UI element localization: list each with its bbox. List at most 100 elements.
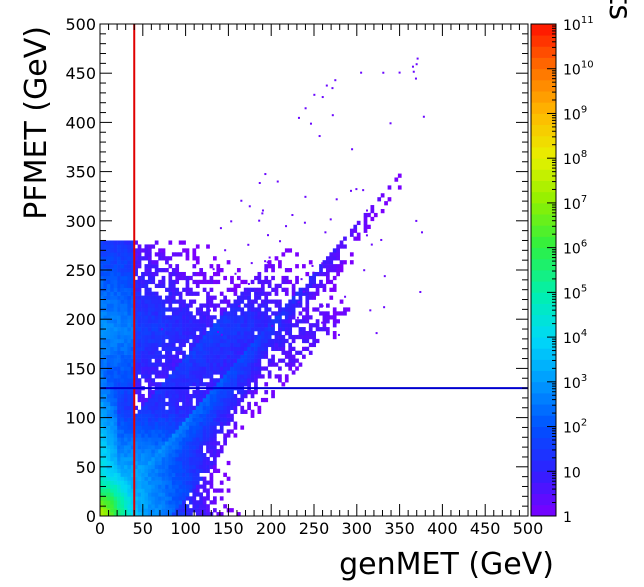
heatmap-cell: [240, 370, 245, 375]
heatmap-cell: [233, 303, 238, 308]
heatmap-cell: [250, 315, 255, 320]
heatmap-cell: [158, 425, 162, 430]
heatmap-cell: [120, 393, 125, 399]
heatmap-cell: [127, 275, 132, 281]
heatmap-cell: [243, 409, 248, 414]
heatmap-cell: [206, 456, 210, 462]
heatmap-cell: [113, 472, 118, 477]
heatmap-cell: [141, 327, 145, 332]
heatmap-cell: [182, 512, 186, 516]
heatmap-cell: [254, 354, 258, 359]
heatmap-cell: [281, 342, 286, 348]
heatmap-cell: [137, 248, 142, 253]
heatmap-cell: [151, 480, 156, 485]
heatmap-cell: [195, 390, 200, 395]
heatmap-cell: [209, 409, 214, 414]
heatmap-cell: [202, 334, 207, 340]
heatmap-cell: [257, 303, 262, 308]
heatmap-cell: [165, 346, 169, 351]
heatmap-cell: [168, 492, 173, 497]
heatmap-cell: [100, 453, 104, 458]
heatmap-cell: [144, 445, 149, 450]
heatmap-cell: [141, 492, 145, 497]
heatmap-cell: [182, 433, 186, 438]
heatmap-cell: [117, 476, 121, 481]
heatmap-cell: [192, 476, 197, 481]
heatmap-cell: [297, 116, 300, 119]
heatmap-cell: [120, 405, 125, 411]
heatmap-cell: [325, 256, 330, 261]
heatmap-cell: [178, 504, 183, 509]
heatmap-cell: [295, 350, 299, 355]
heatmap-cell: [267, 264, 272, 269]
heatmap-cell: [158, 441, 162, 446]
heatmap-cell: [254, 362, 258, 367]
heatmap-cell: [171, 484, 176, 489]
heatmap-cell: [141, 421, 145, 426]
heatmap-cell: [233, 283, 238, 289]
heatmap-cell: [308, 331, 313, 336]
heatmap-cell: [161, 480, 166, 485]
heatmap-cell: [171, 433, 176, 438]
x-axis: 0 50 100 150 200 250 300 350 400 450 500: [95, 24, 543, 538]
heatmap-cell: [171, 417, 176, 422]
heatmap-cell: [103, 331, 108, 336]
heatmap-cell: [367, 212, 371, 218]
heatmap-cell: [325, 311, 330, 316]
heatmap-cell: [206, 307, 210, 312]
heatmap-cell: [113, 327, 118, 332]
heatmap-cell: [120, 484, 125, 489]
heatmap-cell: [189, 460, 193, 466]
heatmap-cell: [103, 338, 108, 344]
heatmap-cell: [264, 331, 269, 336]
heatmap-cell: [264, 346, 269, 351]
heatmap-cell: [332, 256, 337, 261]
heatmap-cell: [192, 413, 197, 418]
heatmap-cell: [130, 327, 135, 332]
heatmap-cell: [199, 413, 204, 418]
heatmap-cell: [165, 327, 169, 332]
heatmap-cell: [243, 295, 248, 300]
heatmap-cell: [106, 382, 111, 387]
heatmap-cell: [250, 287, 255, 292]
heatmap-cell: [329, 268, 334, 273]
heatmap-cell: [209, 370, 214, 375]
heatmap-cell: [202, 374, 207, 379]
heatmap-cell: [185, 390, 190, 395]
heatmap-cell: [199, 468, 204, 474]
heatmap-cell: [144, 346, 149, 351]
heatmap-cell: [308, 283, 313, 289]
heatmap-cell: [243, 382, 248, 387]
heatmap-cell: [281, 287, 286, 292]
heatmap-cell: [123, 354, 128, 359]
heatmap-cell: [329, 260, 334, 265]
heatmap-cell: [127, 283, 132, 289]
heatmap-cell: [120, 311, 125, 316]
heatmap-cell: [100, 271, 104, 277]
heatmap-cell: [147, 397, 152, 403]
heatmap-cell: [236, 315, 241, 320]
heatmap-cell: [353, 228, 358, 233]
heatmap-cell: [212, 346, 217, 351]
heatmap-cell: [123, 358, 128, 363]
heatmap-cell: [189, 327, 193, 332]
heatmap-cell: [113, 453, 118, 458]
heatmap-cell: [264, 354, 269, 359]
heatmap-cell: [332, 323, 337, 328]
heatmap-cell: [127, 287, 132, 292]
heatmap-cell: [271, 275, 275, 281]
heatmap-cell: [192, 299, 197, 304]
heatmap-cell: [154, 240, 159, 245]
heatmap-cell: [254, 338, 258, 344]
heatmap-cell: [202, 437, 207, 442]
heatmap-cell: [226, 319, 231, 324]
heatmap-cell: [137, 327, 142, 332]
heatmap-cell: [185, 248, 190, 253]
heatmap-cell: [185, 354, 190, 359]
heatmap-cell: [130, 437, 135, 442]
heatmap-cell: [284, 287, 289, 292]
heatmap-cell: [103, 417, 108, 422]
heatmap-cell: [240, 362, 245, 367]
heatmap-cell: [182, 464, 186, 470]
heatmap-cell: [258, 219, 261, 222]
